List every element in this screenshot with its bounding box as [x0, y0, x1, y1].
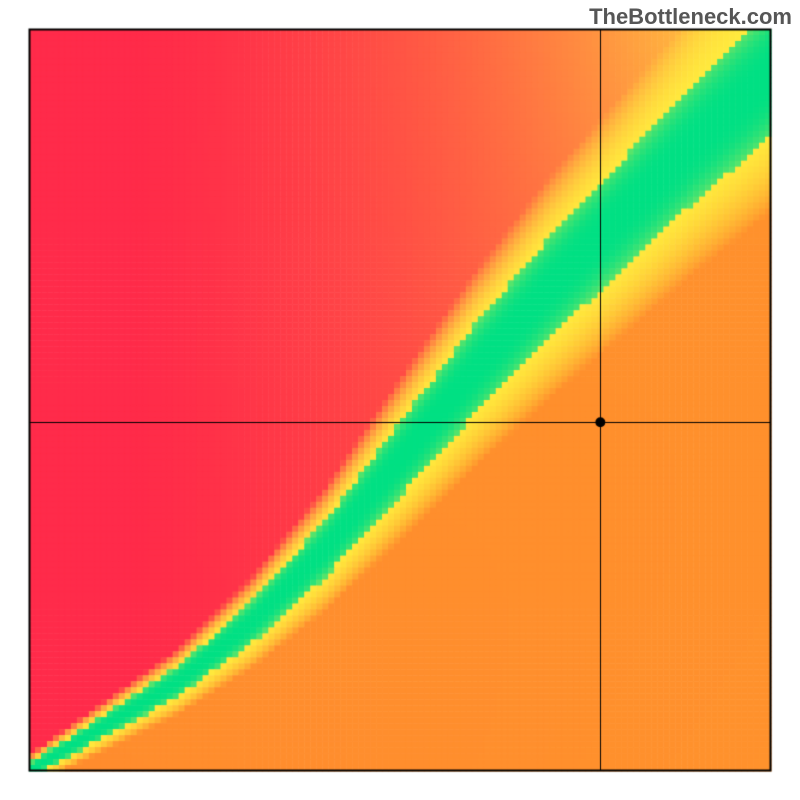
watermark-text: TheBottleneck.com	[589, 4, 792, 30]
chart-container: TheBottleneck.com	[0, 0, 800, 800]
heatmap-canvas	[0, 0, 800, 800]
